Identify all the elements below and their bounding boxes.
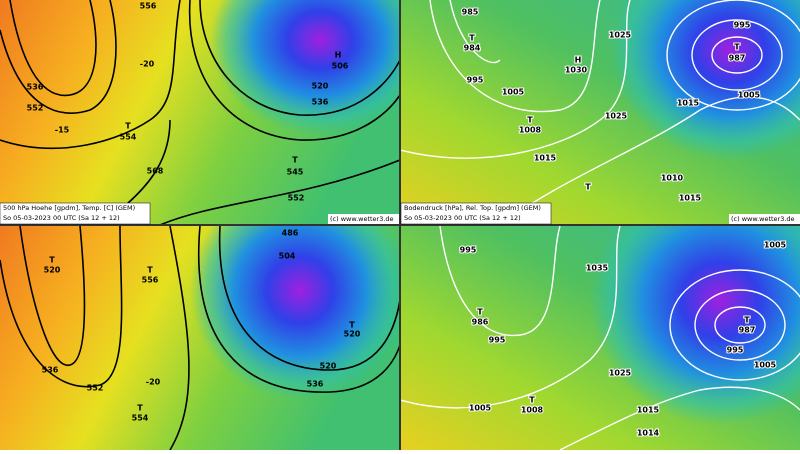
map-label: 1035 bbox=[586, 264, 609, 273]
map-label: 554 bbox=[120, 133, 137, 142]
map-label: T bbox=[137, 404, 143, 413]
credit: (c) www.wetter3.de bbox=[330, 215, 394, 223]
map-label: 1025 bbox=[609, 31, 632, 40]
map-label: 1005 bbox=[738, 91, 761, 100]
map-label: H bbox=[575, 56, 582, 65]
map-label: 987 bbox=[739, 326, 756, 335]
panel-upper-air bbox=[0, 0, 399, 224]
map-label: T bbox=[469, 34, 475, 43]
map-label: H bbox=[335, 51, 342, 60]
map-label: 536 bbox=[42, 366, 59, 375]
map-label: 556 bbox=[142, 276, 159, 285]
map-label: T bbox=[734, 43, 740, 52]
map-label: 545 bbox=[287, 168, 304, 177]
map-label: 1025 bbox=[605, 112, 628, 121]
map-label: 552 bbox=[27, 104, 44, 113]
map-label: 986 bbox=[472, 318, 489, 327]
map-label: 1015 bbox=[679, 194, 702, 203]
caption: 500 hPa Hoehe [gpdm], Temp. [C] (GEM) bbox=[3, 204, 135, 212]
map-label: 520 bbox=[320, 362, 337, 371]
panel-surface-pressure-2 bbox=[401, 226, 800, 450]
map-label: -20 bbox=[140, 60, 155, 69]
map-label: 1005 bbox=[754, 361, 777, 370]
map-label: 1030 bbox=[565, 66, 588, 75]
map-label: 1015 bbox=[534, 154, 557, 163]
map-label: 536 bbox=[27, 83, 44, 92]
map-label: -15 bbox=[55, 126, 70, 135]
map-label: 995 bbox=[489, 336, 506, 345]
credit-box bbox=[729, 214, 800, 224]
map-label: 995 bbox=[460, 246, 477, 255]
map-label: 1005 bbox=[469, 404, 492, 413]
caption: So 05-03-2023 00 UTC (Sa 12 + 12) bbox=[404, 214, 521, 222]
map-label: T bbox=[529, 396, 535, 405]
credit: (c) www.wetter3.de bbox=[731, 215, 795, 223]
map-label: 556 bbox=[140, 2, 157, 11]
map-label: T bbox=[292, 156, 298, 165]
map-label: 1008 bbox=[521, 406, 544, 415]
panel-upper-air-2 bbox=[0, 226, 399, 450]
panel-surface-pressure bbox=[401, 0, 800, 224]
map-label: 552 bbox=[288, 194, 305, 203]
map-label: T bbox=[527, 116, 533, 125]
map-label: 1014 bbox=[637, 429, 660, 438]
map-label: 486 bbox=[282, 229, 299, 238]
map-label: 536 bbox=[307, 380, 324, 389]
map-label: T bbox=[49, 256, 55, 265]
map-label: T bbox=[125, 122, 131, 131]
map-label: T bbox=[585, 183, 591, 192]
map-label: 536 bbox=[312, 98, 329, 107]
credit-box bbox=[328, 214, 399, 224]
map-label: 520 bbox=[344, 330, 361, 339]
map-label: 504 bbox=[279, 252, 296, 261]
map-label: 984 bbox=[464, 44, 481, 53]
caption-box bbox=[400, 202, 552, 225]
map-label: 520 bbox=[44, 266, 61, 275]
map-label: -20 bbox=[146, 378, 161, 387]
map-label: 1005 bbox=[502, 88, 525, 97]
caption-box bbox=[0, 202, 151, 225]
map-label: 987 bbox=[729, 54, 746, 63]
map-label: 1015 bbox=[677, 99, 700, 108]
map-label: 1010 bbox=[661, 174, 684, 183]
map-label: T bbox=[477, 308, 483, 317]
map-label: 985 bbox=[462, 8, 479, 17]
map-label: 1008 bbox=[519, 126, 542, 135]
map-label: 506 bbox=[332, 62, 349, 71]
map-label: 1015 bbox=[637, 406, 660, 415]
map-label: 554 bbox=[132, 414, 149, 423]
map-label: 1005 bbox=[764, 241, 787, 250]
caption: Bodendruck [hPa], Rel. Top. [gpdm] (GEM) bbox=[404, 204, 541, 212]
map-label: T bbox=[147, 266, 153, 275]
map-label: 995 bbox=[467, 76, 484, 85]
map-label: 995 bbox=[727, 346, 744, 355]
map-label: T bbox=[349, 321, 355, 330]
map-label: 552 bbox=[87, 384, 104, 393]
map-label: 1025 bbox=[609, 369, 632, 378]
caption: So 05-03-2023 00 UTC (Sa 12 + 12) bbox=[3, 214, 120, 222]
map-label: 520 bbox=[312, 82, 329, 91]
map-label: T bbox=[744, 316, 750, 325]
map-label: 568 bbox=[147, 167, 164, 176]
map-label: 995 bbox=[734, 21, 751, 30]
